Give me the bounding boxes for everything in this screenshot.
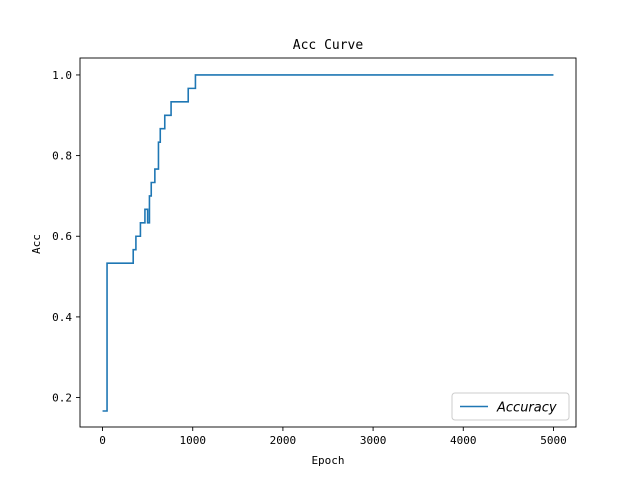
chart-title: Acc Curve <box>293 38 364 53</box>
y-tick-label: 0.4 <box>52 311 72 324</box>
y-tick-label: 0.8 <box>52 150 72 163</box>
x-tick-label: 1000 <box>179 434 206 447</box>
legend-label: Accuracy <box>496 401 557 416</box>
legend: Accuracy <box>451 392 570 421</box>
y-tick-label: 0.6 <box>52 230 72 243</box>
x-tick-label: 4000 <box>450 434 477 447</box>
legend-box <box>451 392 570 421</box>
series-line-0 <box>102 74 554 412</box>
y-tick-label: 0.2 <box>52 392 72 405</box>
y-axis-label: Acc <box>30 234 43 254</box>
x-axis-label: Epoch <box>311 454 344 467</box>
x-tick-label: 5000 <box>540 434 567 447</box>
x-tick-label: 3000 <box>360 434 387 447</box>
x-tick-label: 0 <box>99 434 106 447</box>
axes-frame <box>79 57 577 428</box>
y-tick-label: 1.0 <box>52 69 72 82</box>
axes: 0 1000 2000 3000 4000 5000 0.2 0.4 0.6 0.8 1.0 <box>52 57 577 447</box>
plot-area <box>102 74 554 412</box>
x-tick-label: 2000 <box>270 434 297 447</box>
